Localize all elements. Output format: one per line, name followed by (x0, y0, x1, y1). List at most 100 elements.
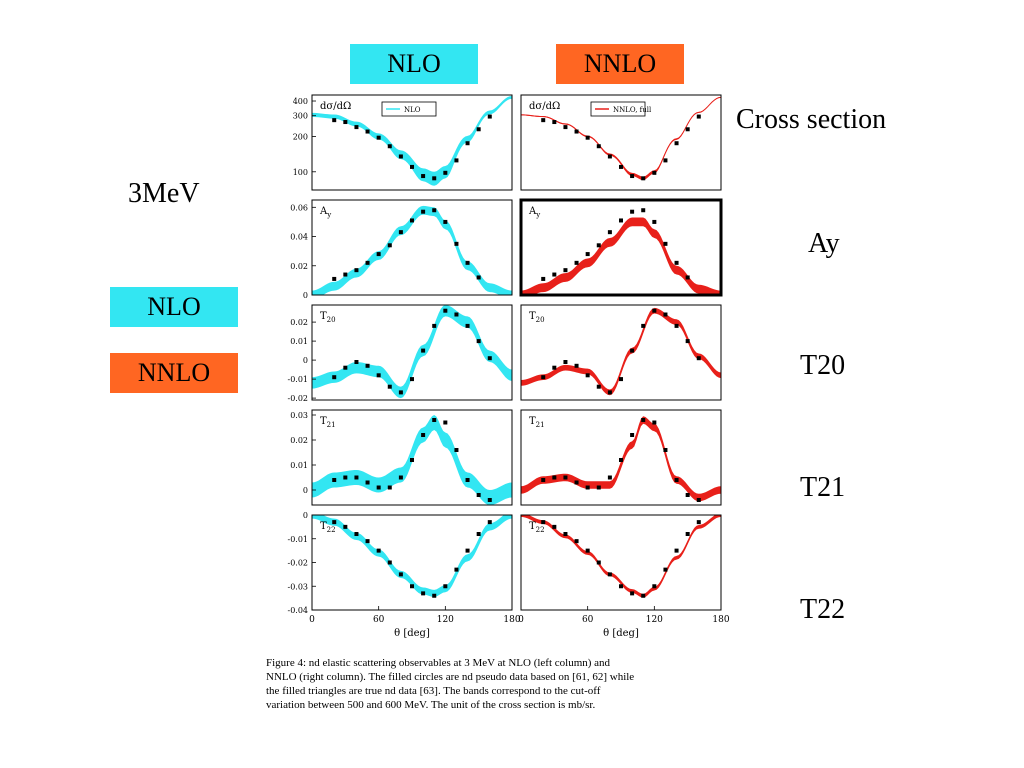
nnlo-header-badge: NNLO (556, 44, 684, 84)
data-point (641, 208, 646, 213)
data-point (607, 572, 612, 577)
data-point (398, 230, 403, 235)
nlo-legend-box: NLO (110, 287, 238, 327)
series-band (312, 205, 512, 295)
y-tick-label: 0.02 (290, 318, 308, 327)
data-point (343, 524, 348, 529)
data-point (596, 485, 601, 490)
data-point (365, 260, 370, 265)
legend-label: NLO (404, 106, 421, 114)
data-point (365, 539, 370, 544)
y-tick-label: -0.03 (287, 582, 308, 591)
data-point (487, 520, 492, 525)
data-point (563, 360, 568, 364)
data-point (563, 268, 568, 273)
data-point (365, 129, 370, 134)
data-point (663, 158, 668, 163)
data-point (410, 584, 414, 589)
panel-title: T20 (529, 311, 545, 324)
data-point (376, 252, 381, 257)
figure-caption: Figure 4: nd elastic scattering observab… (266, 656, 728, 712)
y-tick-label: -0.02 (287, 394, 308, 403)
data-point (387, 144, 392, 149)
data-point (410, 164, 414, 169)
legend-box (381, 101, 437, 117)
data-point (641, 593, 646, 598)
data-point (354, 360, 359, 364)
y-tick-label: 0.03 (290, 411, 308, 420)
row-label-cross-section: Cross section (736, 104, 887, 135)
data-point (619, 218, 623, 223)
data-point (574, 129, 579, 134)
data-point (354, 125, 359, 130)
data-point (454, 567, 459, 572)
data-point (465, 260, 470, 265)
data-point (674, 478, 679, 482)
data-point (574, 260, 579, 265)
y-tick-label: -0.01 (287, 535, 308, 544)
series-line (521, 221, 721, 295)
x-tick-label: 120 (646, 615, 663, 625)
data-point (552, 475, 557, 480)
data-point (552, 272, 557, 277)
y-tick-label: 300 (293, 112, 308, 121)
data-point (421, 433, 426, 437)
panel-t21-nlo: 0 0.01 0.02 0.03 T21 (290, 409, 513, 506)
data-point (421, 591, 426, 596)
panel-title: Ay (319, 206, 331, 219)
data-point (541, 118, 546, 123)
data-point (541, 520, 546, 525)
data-point (696, 356, 701, 361)
y-tick-label: 200 (293, 132, 308, 141)
data-point (476, 127, 481, 132)
panel-d-d-nlo: 100 200 300 400 dσ/dΩ NLO (293, 94, 513, 191)
series-group (521, 96, 721, 181)
data-point (487, 356, 492, 361)
series-band (521, 416, 721, 502)
data-point (421, 348, 426, 353)
series-group (521, 307, 721, 396)
series-group (312, 515, 512, 598)
data-point (332, 276, 337, 281)
data-point (376, 548, 381, 553)
data-point (574, 363, 579, 368)
data-point (574, 480, 579, 485)
series-group (312, 205, 512, 295)
data-point (541, 276, 546, 281)
data-point (454, 448, 459, 452)
data-point (476, 493, 481, 497)
data-point (443, 420, 448, 425)
panel-t20-nnlo: T20 (520, 304, 722, 401)
data-point (663, 241, 668, 246)
data-point (585, 373, 590, 378)
nlo-header-badge: NLO (350, 44, 478, 84)
data-point (607, 390, 612, 395)
data-point (619, 584, 623, 589)
data-point (376, 373, 381, 378)
data-point (585, 252, 590, 257)
panel-d-d-nnlo: dσ/dΩ NNLO, full (520, 94, 722, 191)
data-point (619, 458, 623, 462)
panel-frame (520, 409, 722, 506)
y-tick-label: 0.02 (290, 436, 308, 445)
data-point (421, 174, 426, 179)
data-point (652, 170, 657, 175)
data-point (663, 448, 668, 452)
data-point (696, 520, 701, 525)
data-point (476, 532, 481, 536)
data-point (674, 141, 679, 146)
data-point (443, 219, 448, 224)
data-point (685, 493, 690, 497)
caption-line: Figure 4: nd elastic scattering observab… (266, 657, 611, 669)
data-point (663, 567, 668, 572)
data-point (630, 433, 635, 437)
data-point (607, 154, 612, 159)
data-point (365, 480, 370, 485)
data-point (552, 524, 557, 529)
data-point (332, 520, 337, 525)
y-tick-label: 100 (293, 168, 308, 177)
data-point (343, 365, 348, 370)
data-point (432, 176, 437, 181)
data-point (354, 268, 359, 273)
data-point (465, 323, 470, 328)
